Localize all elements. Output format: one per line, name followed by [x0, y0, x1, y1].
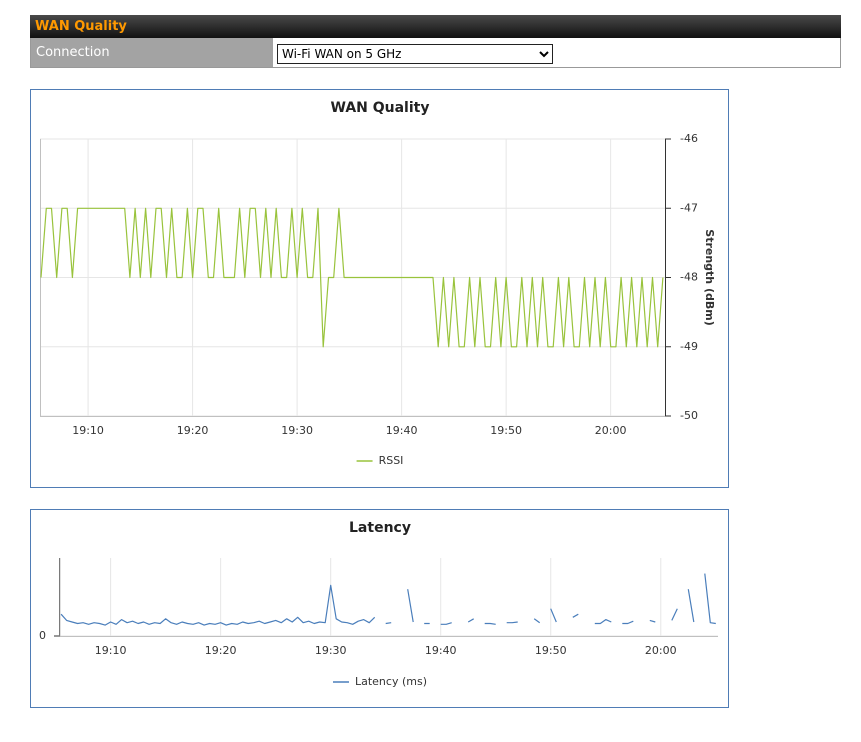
y-axis-title: Strength (dBm): [703, 229, 716, 325]
chart-title: WAN Quality: [331, 100, 430, 116]
wan-quality-panel: WAN Quality Connection Wi-Fi WAN on 5 GH…: [30, 15, 841, 68]
y-tick-label: -48: [680, 271, 698, 284]
chart-title: Latency: [349, 520, 411, 536]
y-tick-label: 0: [39, 629, 46, 642]
x-tick-label: 19:10: [72, 424, 104, 437]
connection-cell: Wi-Fi WAN on 5 GHz: [273, 38, 840, 67]
x-tick-label: 19:20: [205, 644, 237, 657]
x-tick-label: 19:30: [315, 644, 347, 657]
y-tick-label: -50: [680, 409, 698, 422]
x-tick-label: 19:30: [281, 424, 313, 437]
connection-label: Connection: [31, 38, 273, 67]
series-line: [40, 207, 664, 348]
x-tick-label: 19:10: [95, 644, 127, 657]
x-tick-label: 19:40: [386, 424, 418, 437]
y-tick-label: -47: [680, 201, 698, 214]
chart-frame: [30, 509, 729, 708]
y-tick-label: -46: [680, 132, 698, 145]
connection-select[interactable]: Wi-Fi WAN on 5 GHz: [277, 44, 553, 64]
x-tick-label: 19:40: [425, 644, 457, 657]
y-tick-label: -49: [680, 340, 698, 353]
x-tick-label: 19:20: [177, 424, 209, 437]
legend-label: RSSI: [379, 454, 404, 467]
series-line: [60, 573, 716, 626]
chart-frame: [30, 89, 729, 488]
panel-title: WAN Quality: [30, 15, 841, 38]
connection-row: Connection Wi-Fi WAN on 5 GHz: [30, 38, 841, 68]
x-tick-label: 20:00: [645, 644, 677, 657]
x-tick-label: 19:50: [535, 644, 567, 657]
x-tick-label: 20:00: [595, 424, 627, 437]
x-tick-label: 19:50: [490, 424, 522, 437]
legend-label: Latency (ms): [355, 675, 427, 688]
